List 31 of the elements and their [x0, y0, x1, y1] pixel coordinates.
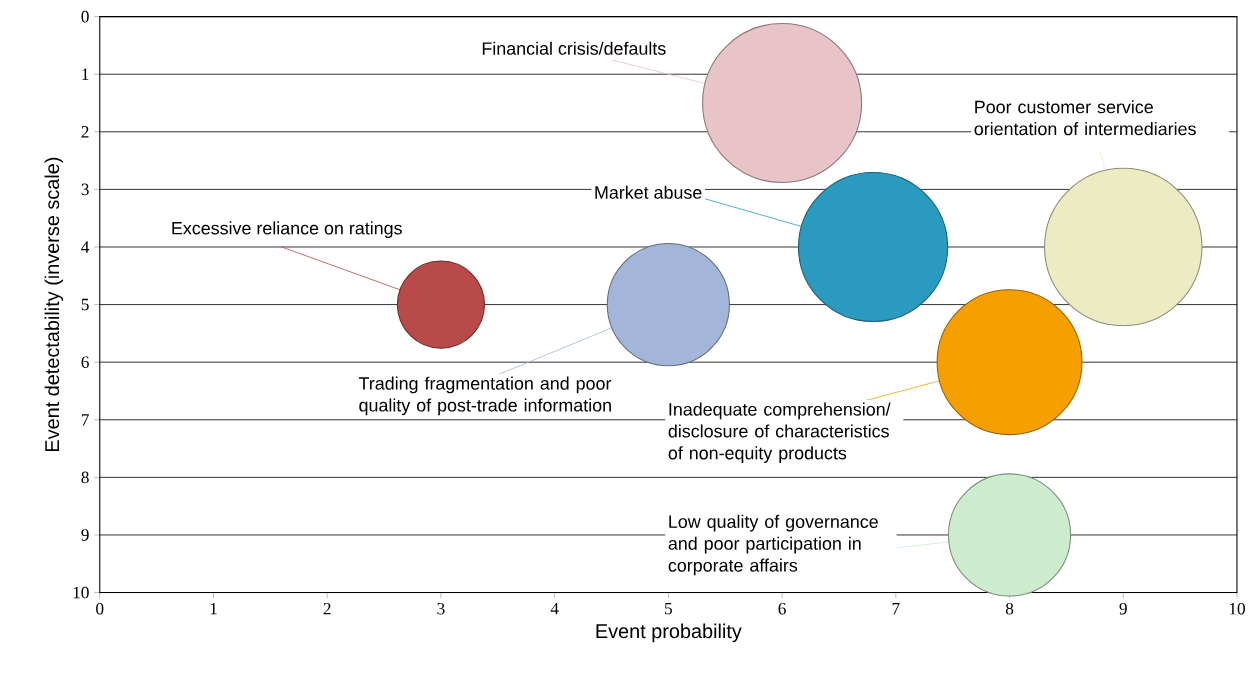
x-tick-label: 6	[778, 602, 786, 615]
annotation: Low quality of governance and poor participation in corporate affairs	[668, 514, 878, 576]
y-axis-title: Event detectability (inverse scale)	[44, 157, 64, 451]
x-tick-label: 3	[437, 602, 445, 615]
x-tick-label: 7	[892, 602, 900, 615]
annotation: Market abuse	[595, 185, 702, 199]
y-tick-label: 10	[73, 586, 89, 599]
annotation: Inadequate comprehension/ disclosure of characteristics of non-equity products	[668, 402, 891, 463]
y-tick-label: 5	[81, 298, 89, 311]
x-tick-label: 8	[1005, 602, 1014, 615]
x-tick-label: 1	[210, 602, 217, 615]
y-tick-label: 7	[81, 413, 89, 426]
annotation: Financial crisis/defaults	[482, 41, 666, 55]
x-axis-title: Event probability	[596, 623, 742, 642]
x-tick-label: 5	[665, 602, 672, 615]
y-tick-label: 2	[81, 125, 89, 138]
x-tick-label: 10	[1229, 602, 1245, 615]
y-tick-label: 8	[81, 471, 89, 484]
y-tick-label: 6	[81, 356, 89, 368]
x-tick-label: 0	[96, 602, 104, 615]
y-tick-label: 9	[81, 529, 89, 541]
y-tick-label: 0	[81, 10, 89, 23]
annotation: Excessive reliance on ratings	[172, 221, 402, 238]
x-tick-label: 4	[550, 602, 559, 615]
y-tick-label: 3	[81, 183, 89, 196]
annotation: Trading fragmentation and poor quality of post-trade information	[358, 376, 612, 416]
x-tick-label: 9	[1119, 602, 1127, 615]
y-tick-label: 1	[82, 68, 89, 80]
x-tick-label: 2	[323, 602, 331, 615]
y-tick-label: 4	[81, 241, 90, 253]
annotation: Poor customer service orientation of intermediaries	[974, 100, 1196, 136]
